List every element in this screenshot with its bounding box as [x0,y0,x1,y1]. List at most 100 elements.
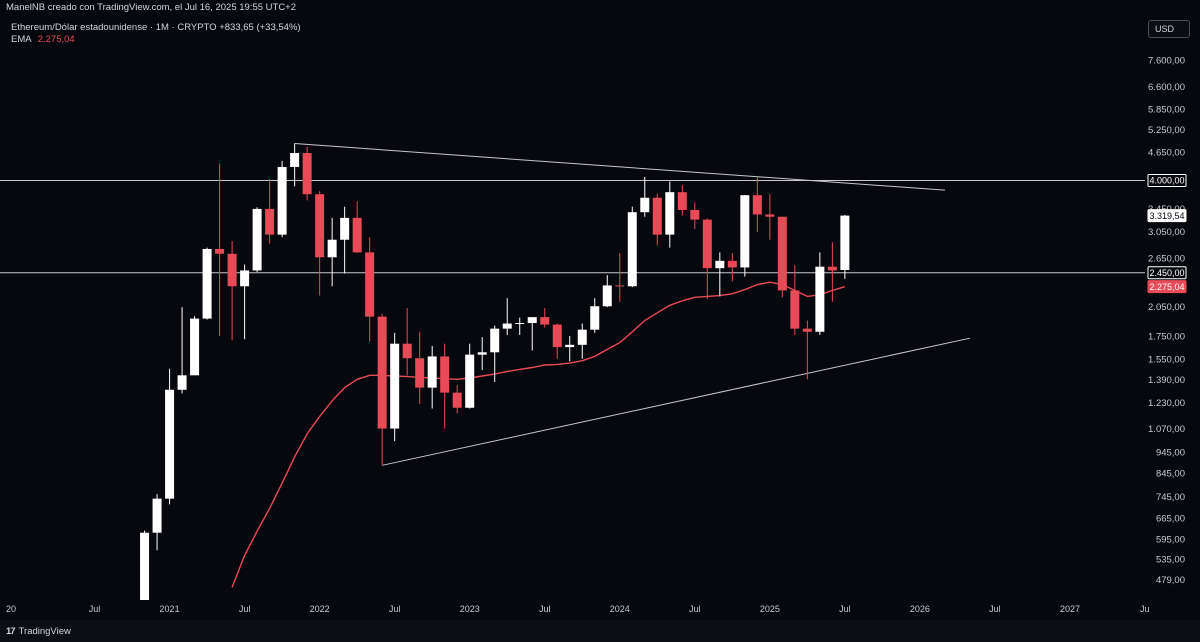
price-tag-box [1147,174,1187,188]
x-tick-label: 2021 [160,604,180,614]
x-tick-label: Jul [839,604,851,614]
price-axis: 8.800,007.600,006.600,005.850,005.250,00… [1145,0,1200,620]
candle-body [202,248,212,319]
candle [540,308,550,328]
candle-body [740,195,750,268]
chart-header: ManelNB creado con TradingView.com, el J… [0,0,1200,13]
candle [202,247,212,320]
price-tag: 2.275,04 [1147,280,1187,294]
y-tick-label: 945,00 [1156,447,1185,458]
candle-body [840,215,850,270]
candle-body [752,195,762,215]
candle [602,275,612,308]
candle [465,343,475,409]
price-tag-label: 2.450,00 [1149,268,1184,278]
candle-body [515,323,525,325]
candle [215,163,225,337]
x-tick-label: Jul [389,604,401,614]
candle-body [152,498,162,533]
candle-body [365,252,375,317]
candle [590,298,600,333]
tradingview-logo-icon: 17 [6,626,16,637]
tradingview-logo[interactable]: 17 TradingView [6,626,71,637]
upper-trendline [294,143,945,191]
candle [715,252,725,297]
candle [690,202,700,230]
candle-body [465,354,475,408]
candle [165,368,175,505]
candle-body [477,352,487,355]
y-tick-label: 3.050,00 [1148,227,1185,238]
candle-body [540,317,550,325]
candle [377,313,387,466]
ema-legend[interactable]: EMA 2.275,04 [11,34,75,45]
candle [340,206,350,274]
candle-body [577,329,587,345]
candle [527,317,537,351]
candle-body [277,166,287,235]
lower-trendline [382,337,971,466]
candle-body [815,266,825,332]
candle [265,179,275,244]
x-tick-label: Jul [689,604,701,614]
candle [227,241,237,341]
candle [240,264,250,340]
price-tag: 4.000,00 [1147,174,1187,188]
symbol-legend[interactable]: Ethereum/Dólar estadounidense · 1M · CRY… [11,22,301,33]
candle-body [290,153,300,167]
ema-layer [231,281,846,588]
candle-body [402,343,412,359]
candle [252,207,262,272]
y-tick-label: 1.070,00 [1148,424,1185,435]
candle-body [240,270,250,287]
chart-footer [0,620,1200,642]
candle-body [490,328,500,353]
candle [640,176,650,217]
currency-selector[interactable]: USD [1148,20,1190,38]
y-tick-label: 4.650,00 [1148,148,1185,159]
candle-body [502,323,512,329]
price-tag-box [1147,280,1187,294]
y-tick-label: 595,00 [1156,534,1185,545]
x-tick-label: Jul [239,604,251,614]
x-edge-label-right: Ju [1140,604,1150,614]
price-tag-label: 2.275,04 [1149,282,1184,292]
y-tick-label: 2.650,00 [1148,253,1185,264]
price-tag: 2.450,00 [1147,266,1187,280]
candle [615,253,625,302]
candle-body [640,197,650,213]
y-tick-label: 5.850,00 [1148,105,1185,116]
candle [302,147,312,201]
candle [665,181,675,248]
candle-body [177,375,187,390]
candle [702,218,712,300]
candle-body [702,219,712,269]
candle-body [765,214,775,217]
candle [565,336,575,362]
candle-body [790,290,800,329]
candle [415,331,425,404]
candle [827,242,837,302]
y-tick-label: 665,00 [1156,513,1185,524]
candle-body [827,266,837,271]
candle-body [140,532,150,620]
ema-line [231,281,846,588]
candle [152,494,162,551]
candle [177,307,187,394]
candle-body [440,356,450,393]
candle-body [315,194,325,258]
candle [752,176,762,233]
price-chart[interactable]: 8.800,007.600,006.600,005.850,005.250,00… [0,0,1200,620]
candle [190,316,200,376]
horizontal-levels [0,180,1145,274]
candle [352,201,362,254]
x-tick-label: 2026 [910,604,930,614]
candle [765,194,775,240]
candle [290,143,300,187]
price-tag: 3.319,54 [1147,209,1187,223]
y-tick-label: 6.600,00 [1148,82,1185,93]
candle [477,337,487,371]
attribution-text: ManelNB creado con TradingView.com, el J… [6,2,297,13]
y-tick-label: 745,00 [1156,492,1185,503]
candle-body [690,209,700,220]
